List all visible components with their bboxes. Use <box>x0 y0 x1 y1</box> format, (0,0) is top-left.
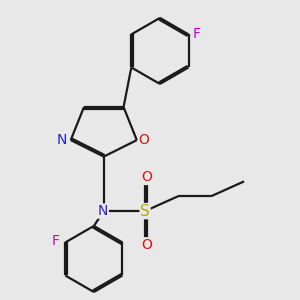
Text: N: N <box>56 133 67 147</box>
Text: O: O <box>141 238 152 252</box>
Text: O: O <box>139 133 149 147</box>
Text: F: F <box>52 234 60 248</box>
Text: O: O <box>141 170 152 184</box>
Text: F: F <box>193 27 201 41</box>
Text: S: S <box>140 204 150 219</box>
Text: N: N <box>98 204 108 218</box>
